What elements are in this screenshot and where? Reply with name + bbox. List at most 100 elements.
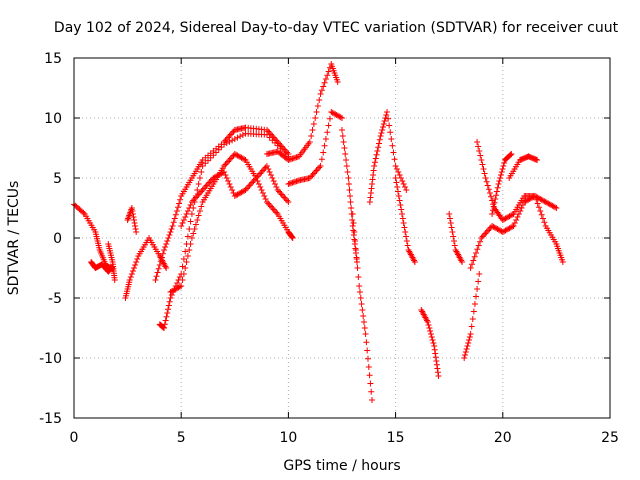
data-point bbox=[161, 247, 168, 253]
data-point bbox=[194, 217, 201, 223]
data-point bbox=[239, 131, 246, 138]
data-point bbox=[465, 340, 472, 346]
data-point bbox=[534, 200, 541, 207]
data-point bbox=[184, 208, 191, 214]
data-point bbox=[174, 280, 181, 286]
data-point bbox=[222, 161, 229, 168]
data-point bbox=[479, 233, 486, 240]
x-tick-label: 20 bbox=[494, 430, 512, 446]
data-point bbox=[380, 121, 387, 127]
data-point bbox=[306, 175, 313, 181]
data-point bbox=[172, 211, 179, 218]
data-point bbox=[553, 205, 560, 211]
data-point bbox=[265, 200, 272, 207]
data-point bbox=[498, 169, 505, 175]
data-point bbox=[468, 323, 475, 330]
data-point bbox=[314, 166, 321, 172]
data-point bbox=[129, 268, 136, 274]
data-point bbox=[225, 178, 232, 184]
data-point bbox=[373, 151, 380, 158]
data-point bbox=[186, 226, 193, 232]
data-point bbox=[367, 380, 374, 387]
data-point bbox=[451, 242, 458, 249]
data-point bbox=[169, 223, 176, 229]
data-point bbox=[339, 127, 345, 133]
data-point bbox=[450, 233, 457, 240]
data-point bbox=[312, 115, 319, 121]
data-point bbox=[178, 283, 185, 289]
data-point bbox=[477, 152, 484, 159]
data-point bbox=[535, 204, 542, 211]
y-tick-label: 0 bbox=[53, 231, 62, 247]
data-point bbox=[339, 115, 345, 121]
data-point bbox=[391, 156, 398, 163]
data-point bbox=[196, 190, 203, 196]
data-point bbox=[349, 217, 356, 223]
data-point bbox=[269, 205, 276, 211]
data-point bbox=[541, 219, 548, 226]
data-point bbox=[165, 306, 172, 313]
data-point bbox=[316, 164, 323, 171]
x-tick-label: 5 bbox=[177, 430, 186, 446]
data-point bbox=[322, 76, 329, 82]
data-point bbox=[182, 265, 189, 271]
data-point bbox=[459, 259, 466, 265]
data-point bbox=[424, 319, 431, 325]
data-point bbox=[265, 166, 272, 172]
data-point bbox=[188, 211, 195, 217]
data-point bbox=[517, 208, 524, 214]
data-point bbox=[399, 178, 406, 184]
data-point bbox=[411, 259, 418, 265]
data-point bbox=[352, 247, 359, 253]
data-point bbox=[426, 325, 433, 331]
data-point bbox=[166, 298, 173, 305]
data-point bbox=[269, 175, 276, 181]
data-point bbox=[282, 148, 289, 154]
data-point bbox=[404, 242, 411, 249]
data-point bbox=[281, 146, 288, 153]
data-point bbox=[199, 187, 206, 193]
data-point bbox=[274, 139, 281, 145]
data-point bbox=[379, 127, 386, 133]
data-point bbox=[353, 256, 360, 262]
data-point bbox=[537, 208, 544, 214]
data-point bbox=[493, 192, 500, 199]
data-point bbox=[479, 161, 486, 168]
data-point bbox=[270, 206, 277, 213]
data-point bbox=[461, 355, 468, 361]
data-point bbox=[513, 217, 520, 223]
x-tick-label: 10 bbox=[279, 430, 297, 446]
data-point bbox=[395, 188, 402, 195]
data-point bbox=[387, 129, 394, 136]
data-point bbox=[366, 199, 373, 205]
data-point bbox=[362, 331, 369, 337]
data-point bbox=[128, 271, 135, 277]
series-track-17 bbox=[446, 211, 466, 265]
data-point bbox=[371, 159, 378, 166]
data-point bbox=[400, 181, 407, 187]
data-point bbox=[200, 185, 207, 192]
data-point bbox=[310, 121, 317, 127]
series-track-14 bbox=[366, 109, 410, 205]
data-point bbox=[369, 181, 376, 187]
data-point bbox=[350, 232, 357, 238]
data-point bbox=[222, 172, 229, 178]
data-point bbox=[183, 211, 190, 217]
data-point bbox=[289, 235, 296, 241]
data-point bbox=[358, 301, 365, 307]
data-point bbox=[318, 156, 325, 163]
data-point bbox=[470, 257, 477, 264]
data-point bbox=[428, 334, 435, 340]
data-point bbox=[449, 229, 456, 235]
data-point bbox=[316, 97, 323, 103]
data-point bbox=[540, 215, 546, 222]
data-point bbox=[350, 227, 357, 234]
data-point bbox=[559, 259, 566, 265]
data-point bbox=[226, 181, 233, 187]
data-point bbox=[324, 129, 331, 136]
x-tick-label: 15 bbox=[387, 430, 405, 446]
data-point bbox=[376, 136, 383, 143]
data-point bbox=[393, 179, 400, 186]
data-point bbox=[155, 265, 162, 272]
data-point bbox=[432, 350, 439, 357]
